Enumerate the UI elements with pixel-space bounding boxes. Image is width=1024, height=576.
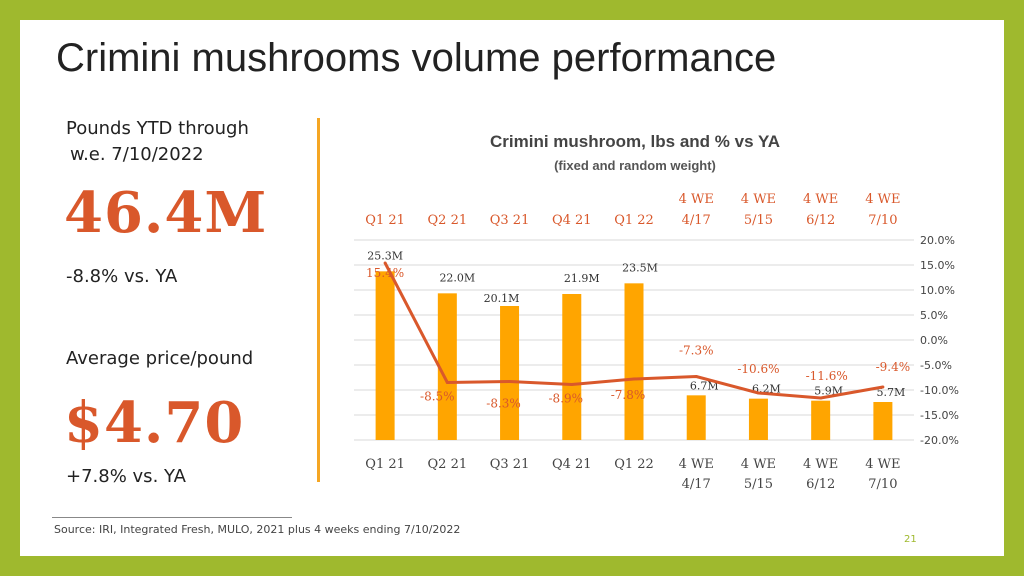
source-note: Source: IRI, Integrated Fresh, MULO, 202… <box>54 523 461 536</box>
top-category-label: Q1 22 <box>614 213 654 228</box>
yoy-line-point <box>694 375 698 378</box>
price-change: +7.8% vs. YA <box>66 466 186 487</box>
right-axis-tick-label: 5.0% <box>920 309 948 322</box>
top-category-label: 4 WE 6/12 <box>803 192 838 228</box>
right-axis-tick-label: 10.0% <box>920 284 955 297</box>
x-axis-category-label: 4 WE 4/17 <box>679 457 714 492</box>
yoy-line-point <box>383 261 387 265</box>
top-category-label: 4 WE 5/15 <box>741 192 776 228</box>
yoy-line-point <box>508 380 512 383</box>
yoy-line-point <box>881 385 885 389</box>
chart-title: Crimini mushroom, lbs and % vs YA <box>489 132 781 151</box>
slide: Crimini mushrooms volume performance Pou… <box>20 20 1004 556</box>
bar <box>375 271 395 440</box>
bar <box>437 293 457 440</box>
bar <box>500 306 520 440</box>
combo-chart: 20.0% 15.0% 10.0% 5.0% 0.0% -5.0% -10.0% -15.0%… <box>354 192 959 492</box>
right-axis-tick-label: -5.0% <box>920 359 952 372</box>
top-category-label: Q4 21 <box>552 213 592 228</box>
x-axis-category-label: Q3 21 <box>490 457 530 472</box>
volume-label-line2: w.e. 7/10/2022 <box>70 144 204 165</box>
price-label: Average price/pound <box>66 348 254 369</box>
yoy-value-label: -11.6% <box>806 369 848 383</box>
yoy-value-label: -8.3% <box>486 397 521 411</box>
volume-value: 46.4M <box>64 180 268 246</box>
bar <box>686 395 706 440</box>
right-axis-tick-label: 0.0% <box>920 334 948 347</box>
bar-value-label: 5.7M <box>877 386 906 399</box>
bar-value-label: 21.9M <box>564 272 600 285</box>
x-axis-category-label: 4 WE 5/15 <box>741 457 776 492</box>
right-axis-tick-label: 20.0% <box>920 234 955 247</box>
bar <box>873 402 893 440</box>
chart-subtitle: (fixed and random weight) <box>554 158 716 173</box>
yoy-value-label: 15.4% <box>366 266 404 280</box>
page-number: 21 <box>904 534 917 545</box>
top-category-label: 4 WE 4/17 <box>679 192 714 228</box>
yoy-line-point <box>819 396 823 400</box>
bar-value-label: 22.0M <box>439 271 475 284</box>
yoy-line-point <box>570 383 574 386</box>
page-title: Crimini mushrooms volume performance <box>56 36 777 80</box>
x-axis-category-label: Q4 21 <box>552 457 592 472</box>
top-category-label: Q2 21 <box>428 213 468 228</box>
yoy-line-point <box>632 377 636 381</box>
yoy-line-point <box>756 391 760 395</box>
vertical-divider <box>317 118 320 482</box>
right-axis-tick-label: -15.0% <box>920 409 959 422</box>
top-category-label: 4 WE 7/10 <box>865 192 900 228</box>
source-divider <box>52 517 292 518</box>
bar <box>811 400 831 440</box>
x-axis-category-label: 4 WE 6/12 <box>803 457 838 492</box>
top-category-label: Q3 21 <box>490 213 530 228</box>
x-axis-category-label: Q2 21 <box>428 457 468 472</box>
right-axis-tick-label: -10.0% <box>920 384 959 397</box>
x-axis-category-label: 4 WE 7/10 <box>865 457 900 492</box>
bar <box>748 398 768 440</box>
bar-value-label: 23.5M <box>622 261 658 274</box>
bar-value-label: 6.7M <box>690 379 719 392</box>
yoy-line-point <box>445 381 449 384</box>
right-axis-tick-label: 15.0% <box>920 259 955 272</box>
volume-label-line1: Pounds YTD through <box>66 118 249 139</box>
x-axis-category-label: Q1 22 <box>614 457 654 472</box>
x-axis-category-label: Q1 21 <box>365 457 405 472</box>
yoy-value-label: -7.3% <box>679 344 714 358</box>
bar-value-label: 20.1M <box>484 292 520 305</box>
yoy-value-label: -7.8% <box>611 388 646 402</box>
yoy-value-label: -10.6% <box>737 362 779 376</box>
bar <box>624 283 644 440</box>
bar <box>562 294 582 440</box>
yoy-value-label: -8.9% <box>549 392 584 406</box>
yoy-value-label: -8.5% <box>420 390 455 404</box>
bar-value-label: 25.3M <box>367 249 403 262</box>
volume-label: Pounds YTD through w.e. 7/10/2022 <box>66 116 249 168</box>
right-axis-tick-label: -20.0% <box>920 434 959 447</box>
yoy-value-label: -9.4% <box>876 360 911 374</box>
volume-change: -8.8% vs. YA <box>66 266 178 287</box>
top-category-label: Q1 21 <box>365 213 405 228</box>
price-value: $4.70 <box>64 390 245 456</box>
